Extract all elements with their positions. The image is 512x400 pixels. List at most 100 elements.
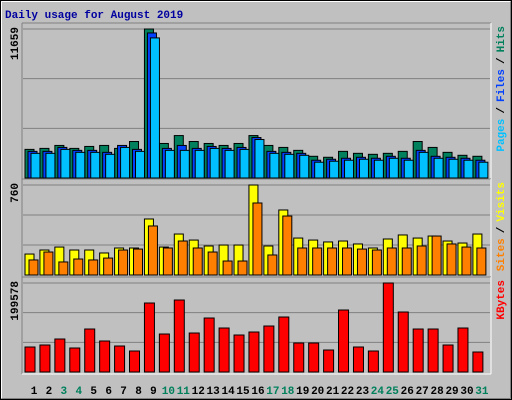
bar [69, 347, 81, 373]
x-tick-label: 28 [431, 386, 445, 398]
bar [179, 149, 190, 179]
bar [188, 332, 200, 373]
bar [218, 327, 230, 373]
bar [164, 149, 175, 179]
x-tick-label: 5 [90, 386, 97, 398]
bar [105, 153, 116, 179]
x-tick-label: 16 [251, 386, 264, 398]
bar [367, 350, 379, 373]
bar [158, 333, 170, 373]
x-tick-label: 25 [386, 386, 400, 398]
bar [114, 345, 126, 373]
legend-entry: Hits [496, 26, 508, 52]
bar [58, 261, 69, 276]
bar [239, 148, 250, 179]
bar [45, 152, 56, 179]
bar [284, 153, 295, 179]
bar [252, 202, 263, 276]
bar [194, 149, 205, 179]
y-tick-label: 11659 [10, 27, 22, 60]
x-tick-label: 4 [75, 386, 82, 398]
bar [84, 328, 96, 373]
legend-entry: Files [496, 69, 508, 102]
bar [323, 349, 335, 373]
x-tick-label: 9 [150, 386, 157, 398]
x-tick-label: 14 [221, 386, 235, 398]
bar [222, 260, 233, 276]
bar [147, 225, 158, 276]
bar [403, 159, 414, 179]
legend-separator: / [496, 107, 508, 114]
bar [314, 161, 325, 179]
x-tick-label: 21 [326, 386, 340, 398]
x-tick-label: 13 [207, 386, 221, 398]
bar [327, 247, 338, 276]
bar [173, 299, 185, 373]
legend-separator: / [496, 226, 508, 233]
bar [30, 152, 41, 179]
bar [329, 160, 340, 179]
legend-entry: Pages [496, 119, 508, 152]
x-tick-label: 20 [311, 386, 324, 398]
bar [209, 147, 220, 179]
bar [278, 316, 290, 373]
bar [463, 159, 474, 179]
bar [203, 317, 215, 373]
bar [43, 251, 54, 276]
x-tick-label: 6 [105, 386, 112, 398]
x-tick-label: 31 [475, 386, 489, 398]
bar [263, 325, 275, 373]
chart-title: Daily usage for August 2019 [5, 10, 183, 22]
bar [427, 328, 439, 373]
x-tick-label: 1 [31, 386, 38, 398]
bar [442, 344, 454, 373]
x-tick-label: 10 [162, 386, 175, 398]
bar [135, 150, 146, 179]
x-tick-label: 27 [416, 386, 429, 398]
y-tick-label: 760 [10, 183, 22, 203]
bar [472, 351, 484, 373]
bar [103, 257, 114, 276]
bar [308, 342, 320, 373]
bar [143, 302, 155, 373]
bar [149, 37, 160, 179]
legend-entry: Sites [496, 238, 508, 271]
bar [297, 247, 308, 276]
legend-entry: KBytes [496, 280, 508, 320]
bar [73, 258, 84, 276]
bar [282, 215, 293, 276]
bar [356, 248, 367, 276]
bar [90, 151, 101, 179]
x-tick-label: 11 [177, 386, 191, 398]
bar [401, 247, 412, 276]
bar [344, 159, 355, 179]
bar [461, 246, 472, 276]
bar [162, 247, 173, 276]
legend-separator: / [496, 57, 508, 64]
bar [412, 328, 424, 373]
x-tick-label: 8 [135, 386, 142, 398]
legend: Sites / Visits [496, 182, 508, 271]
bar [75, 151, 86, 179]
x-tick-label: 30 [460, 386, 473, 398]
bar [299, 154, 310, 179]
x-tick-label: 22 [341, 386, 354, 398]
bar [60, 148, 71, 179]
x-tick-label: 24 [371, 386, 385, 398]
bar [476, 247, 487, 276]
bar [312, 247, 323, 276]
bar [338, 309, 350, 373]
bar [192, 247, 203, 276]
x-tick-label: 15 [236, 386, 250, 398]
x-tick-label: 17 [266, 386, 279, 398]
bar [207, 251, 218, 276]
bar [248, 331, 260, 373]
bar [54, 338, 66, 373]
bar [397, 311, 409, 373]
bar [448, 158, 459, 179]
bar [352, 346, 364, 373]
bar [382, 282, 394, 373]
bar [433, 157, 444, 179]
bar [129, 350, 141, 373]
